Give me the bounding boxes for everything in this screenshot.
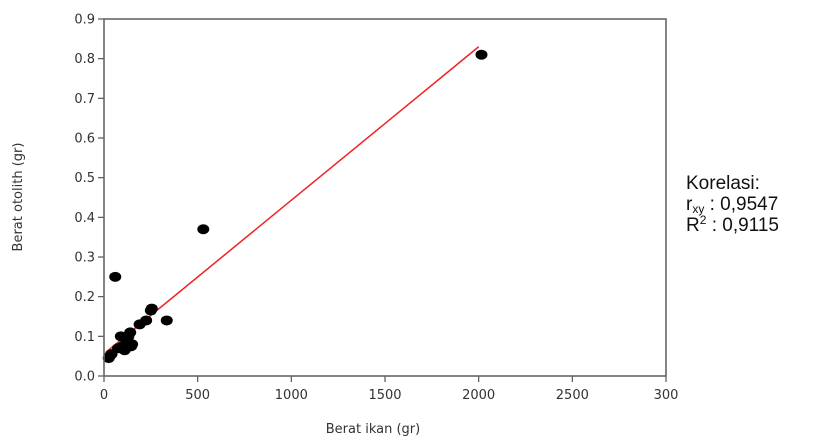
- regression-line: [105, 46, 480, 353]
- r-symbol: r: [686, 194, 693, 215]
- y-tick-label: 0.5: [74, 171, 95, 186]
- determination-r2: R2 : 0,9115: [686, 213, 779, 236]
- y-tick-label: 0.2: [74, 290, 95, 305]
- data-point: [475, 49, 488, 60]
- y-tick-label: 0.7: [74, 92, 95, 107]
- y-tick-label: 0.1: [74, 330, 95, 345]
- x-axis-title: Berat ikan (gr): [326, 422, 420, 437]
- correlation-r: rxy : 0,9547: [686, 194, 779, 215]
- r2-symbol: R: [686, 215, 700, 236]
- y-tick-label: 0.6: [74, 132, 95, 147]
- x-tick-label: 1000: [275, 388, 308, 403]
- data-point: [197, 224, 210, 235]
- x-tick-label: 0: [100, 388, 108, 403]
- y-tick-label: 0.0: [74, 370, 95, 385]
- annotation-heading: Korelasi:: [686, 173, 760, 194]
- data-point: [126, 339, 139, 350]
- r2-superscript: 2: [699, 213, 707, 227]
- r-value: : 0,9547: [704, 194, 779, 215]
- correlation-annotation: Korelasi: rxy : 0,9547 R2 : 0,9115: [686, 173, 779, 236]
- data-point: [109, 271, 122, 282]
- y-tick-label: 0.9: [74, 13, 95, 28]
- plot-area-frame: [103, 18, 667, 377]
- x-tick-label: 500: [185, 388, 210, 403]
- data-point: [145, 303, 158, 314]
- x-tick-label: 1500: [368, 388, 401, 403]
- y-tick-label: 0.3: [74, 251, 95, 266]
- r2-value: : 0,9115: [706, 215, 779, 236]
- x-tick-label: 2000: [462, 388, 495, 403]
- r-subscript: xy: [692, 202, 705, 216]
- y-tick-label: 0.8: [74, 52, 95, 67]
- data-point: [160, 315, 173, 326]
- data-point: [140, 315, 153, 326]
- x-tick-label: 2500: [556, 388, 589, 403]
- data-point: [124, 327, 137, 338]
- y-tick-label: 0.4: [74, 211, 95, 226]
- y-axis-title: Berat otolith (gr): [11, 143, 26, 252]
- x-tick-label: 300: [654, 388, 679, 403]
- data-points: [102, 49, 488, 364]
- x-axis-ticks: 0 500 1000 1500 2000 2500 300: [100, 376, 679, 403]
- y-axis-ticks: 0.0 0.1 0.2 0.3 0.4 0.5 0.6 0.7 0.8 0.9: [74, 13, 104, 385]
